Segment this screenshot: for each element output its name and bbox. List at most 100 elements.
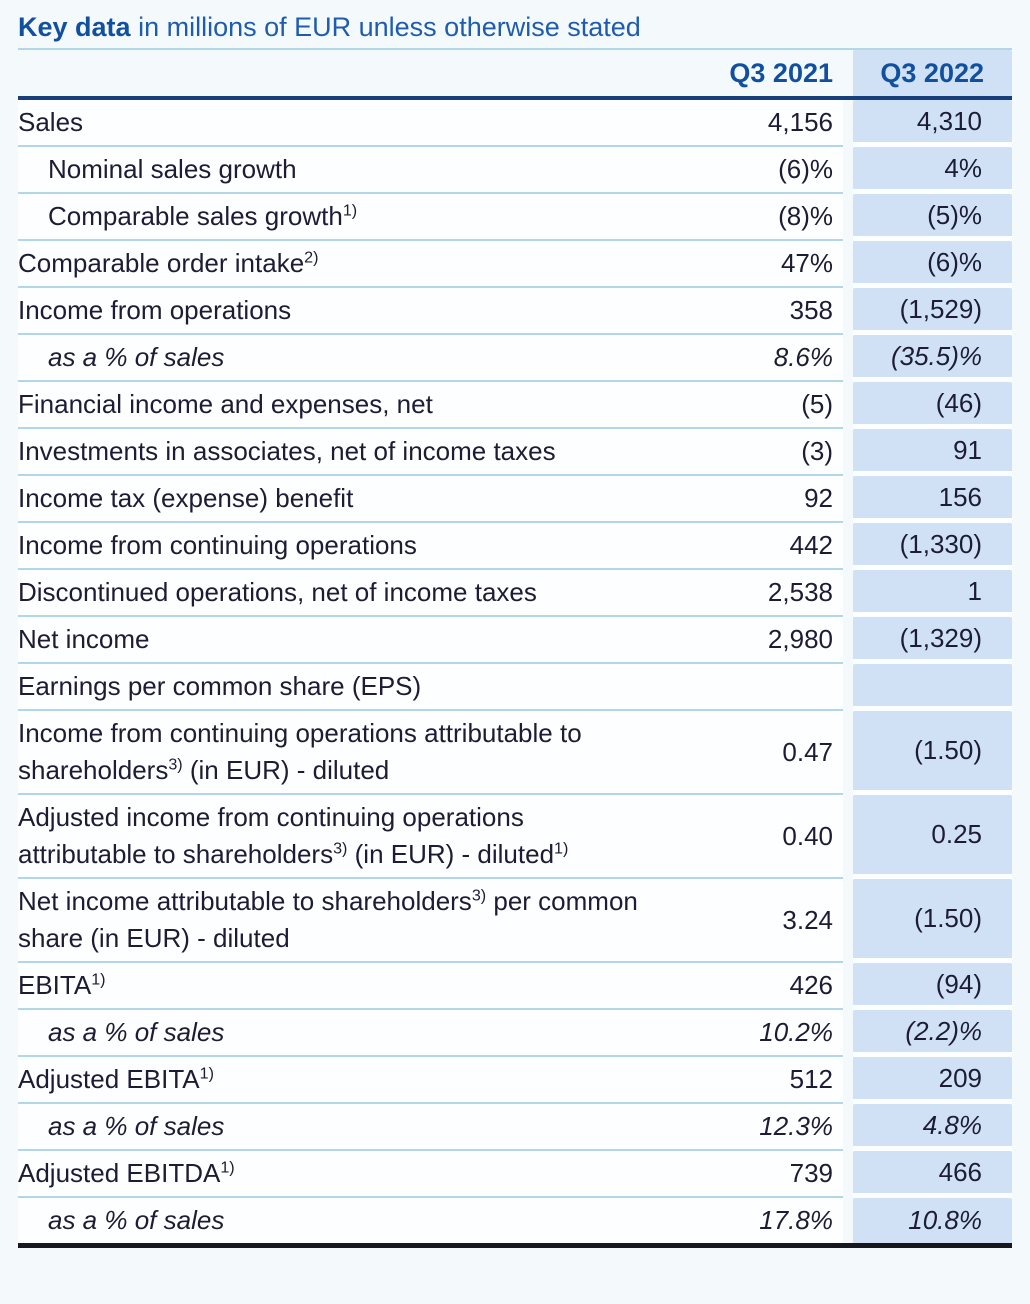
value-q3-2022: (46) [853, 382, 1012, 429]
row-label: Discontinued operations, net of income t… [18, 577, 537, 607]
row-label: Income tax (expense) benefit [18, 483, 354, 513]
row-label: EBITA1) [18, 970, 106, 1000]
row-left-section: Income tax (expense) benefit 92 [18, 476, 843, 523]
table-body: Sales 4,156 4,310 Nominal sales growth (6)% 4… [18, 100, 1012, 1243]
row-left-section: as a % of sales 10.2% [18, 1010, 843, 1057]
value-q3-2022: (94) [853, 963, 1012, 1010]
footnote-superscript: 1) [199, 1064, 214, 1083]
row-left-section: Net income attributable to shareholders3… [18, 879, 843, 963]
table-row: Comparable order intake2) 47% (6)% [18, 241, 1012, 288]
row-left-section: Comparable order intake2) 47% [18, 241, 843, 288]
footnote-superscript: 1) [342, 201, 358, 220]
row-label: as a % of sales [48, 1017, 225, 1047]
row-label: Income from continuing operations attrib… [18, 718, 582, 785]
footnote-superscript: 1) [554, 839, 569, 858]
page-title-bold: Key data [18, 12, 131, 42]
row-left-section: Income from continuing operations attrib… [18, 711, 843, 795]
value-q3-2021: (6)% [778, 154, 833, 184]
table-header-row: Q3 2021 Q3 2022 [18, 50, 1012, 96]
row-left-section: Nominal sales growth (6)% [18, 147, 843, 194]
value-q3-2021: 4,156 [767, 107, 833, 137]
value-q3-2022: (1,330) [853, 523, 1012, 570]
row-left-section: Income from operations 358 [18, 288, 843, 335]
row-label: Comparable sales growth1) [48, 201, 358, 231]
value-q3-2022: 4% [853, 147, 1012, 194]
row-left-section: Adjusted income from continuing operatio… [18, 795, 843, 879]
row-left-section: Comparable sales growth1) (8)% [18, 194, 843, 241]
value-q3-2021: 3.24 [782, 904, 833, 935]
value-q3-2021: 8.6% [773, 342, 833, 372]
table-row: Adjusted EBITDA1) 739 466 [18, 1151, 1012, 1198]
value-q3-2021: 10.2% [759, 1017, 833, 1047]
table-row: Net income 2,980 (1,329) [18, 617, 1012, 664]
row-label: Adjusted EBITDA1) [18, 1158, 235, 1188]
row-left-section: Sales 4,156 [18, 100, 843, 147]
table-row: as a % of sales 8.6% (35.5)% [18, 335, 1012, 382]
value-q3-2021: (5) [801, 389, 833, 419]
row-label: as a % of sales [48, 1205, 225, 1235]
column-header-q3-2021: Q3 2021 [729, 57, 833, 88]
page-title: Key data in millions of EUR unless other… [18, 8, 1012, 46]
row-left-section: Net income 2,980 [18, 617, 843, 664]
row-left-section: as a % of sales 8.6% [18, 335, 843, 382]
table-row: as a % of sales 10.2% (2.2)% [18, 1010, 1012, 1057]
value-q3-2022: 156 [853, 476, 1012, 523]
value-q3-2021: 426 [789, 970, 833, 1000]
row-label: Adjusted income from continuing operatio… [18, 802, 569, 869]
row-left-section: as a % of sales 17.8% [18, 1198, 843, 1243]
column-header-q3-2022: Q3 2022 [853, 50, 1012, 96]
row-left-section: Earnings per common share (EPS) [18, 664, 843, 711]
value-q3-2022: 91 [853, 429, 1012, 476]
value-q3-2022 [853, 664, 1012, 711]
value-q3-2022: (2.2)% [853, 1010, 1012, 1057]
value-q3-2021: 12.3% [759, 1111, 833, 1141]
row-label: Investments in associates, net of income… [18, 436, 556, 466]
table-row: EBITA1) 426 (94) [18, 963, 1012, 1010]
value-q3-2022: (1,329) [853, 617, 1012, 664]
footnote-superscript: 1) [91, 970, 106, 989]
row-left-section: as a % of sales 12.3% [18, 1104, 843, 1151]
value-q3-2022: (6)% [853, 241, 1012, 288]
header-divider [18, 96, 1012, 100]
table-row: Income from operations 358 (1,529) [18, 288, 1012, 335]
value-q3-2022: (1.50) [853, 711, 1012, 795]
value-q3-2021: 358 [789, 295, 833, 325]
table-row: Discontinued operations, net of income t… [18, 570, 1012, 617]
row-left-section: Financial income and expenses, net (5) [18, 382, 843, 429]
value-q3-2022: (35.5)% [853, 335, 1012, 382]
footnote-superscript: 2) [304, 248, 319, 267]
table-row: as a % of sales 17.8% 10.8% [18, 1198, 1012, 1243]
value-q3-2021: 0.40 [782, 820, 833, 851]
value-q3-2021: 2,538 [767, 577, 833, 607]
row-label: Comparable order intake2) [18, 248, 319, 278]
value-q3-2022: 466 [853, 1151, 1012, 1198]
table-row: Income tax (expense) benefit 92 156 [18, 476, 1012, 523]
row-left-section: EBITA1) 426 [18, 963, 843, 1010]
value-q3-2022: 209 [853, 1057, 1012, 1104]
value-q3-2022: 1 [853, 570, 1012, 617]
row-label: as a % of sales [48, 342, 225, 372]
table-row: Nominal sales growth (6)% 4% [18, 147, 1012, 194]
table-row: Investments in associates, net of income… [18, 429, 1012, 476]
table-row: Net income attributable to shareholders3… [18, 879, 1012, 963]
value-q3-2021: 92 [804, 483, 833, 513]
row-label: Adjusted EBITA1) [18, 1064, 214, 1094]
footnote-superscript: 3) [168, 755, 183, 774]
page-title-rest: in millions of EUR unless otherwise stat… [130, 12, 641, 42]
value-q3-2022: (1,529) [853, 288, 1012, 335]
row-label: Earnings per common share (EPS) [18, 671, 422, 701]
table-row: as a % of sales 12.3% 4.8% [18, 1104, 1012, 1151]
value-q3-2022: 4,310 [853, 100, 1012, 147]
value-q3-2021: 47% [780, 248, 833, 278]
table-bottom-border [18, 1243, 1012, 1248]
table-row: Adjusted EBITA1) 512 209 [18, 1057, 1012, 1104]
table-row: Earnings per common share (EPS) [18, 664, 1012, 711]
value-q3-2021: (8)% [778, 201, 833, 231]
table-row: Comparable sales growth1) (8)% (5)% [18, 194, 1012, 241]
table-row: Income from continuing operations attrib… [18, 711, 1012, 795]
row-left-section: Discontinued operations, net of income t… [18, 570, 843, 617]
row-label: Net income [18, 624, 150, 654]
row-label: Income from continuing operations [18, 530, 417, 560]
table-row: Financial income and expenses, net (5) (46… [18, 382, 1012, 429]
